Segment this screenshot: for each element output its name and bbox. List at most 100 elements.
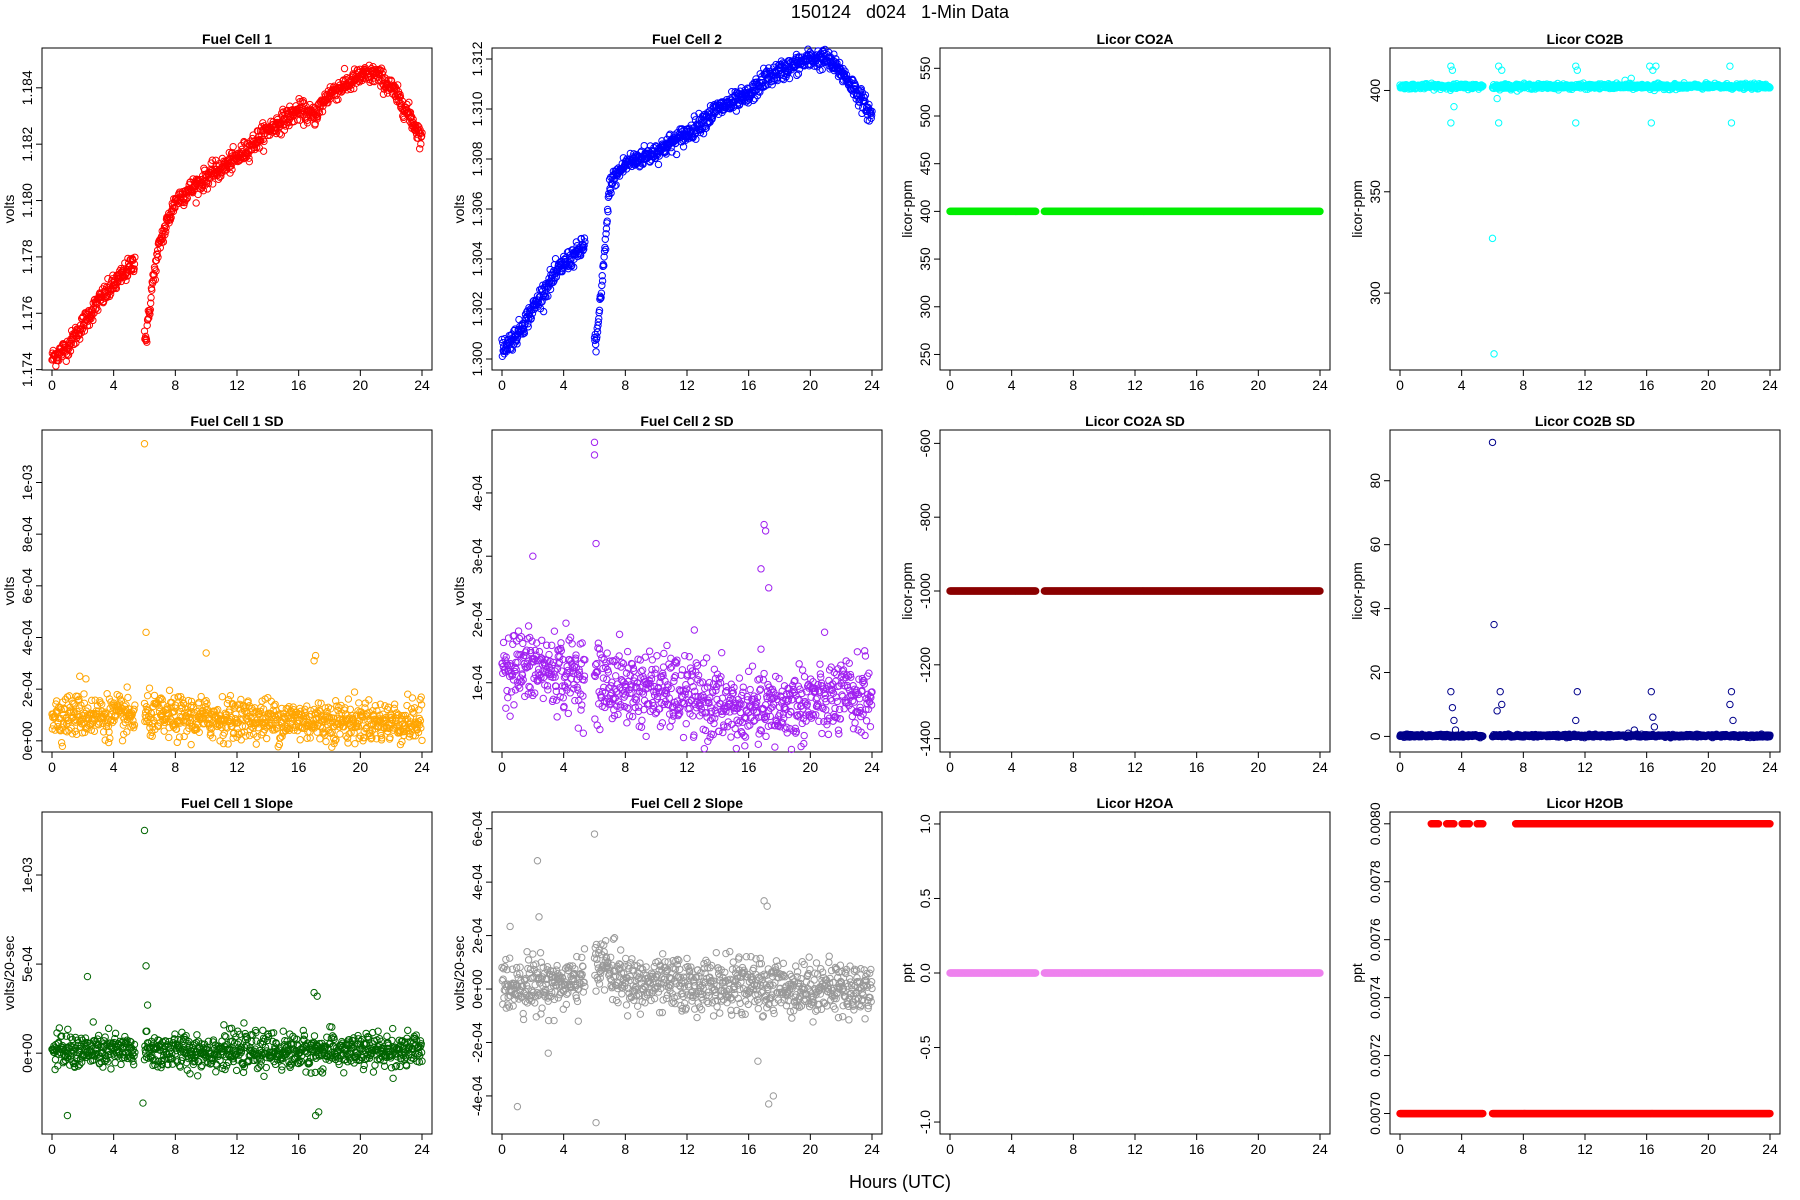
x-tick-label: 4 (1008, 377, 1016, 393)
y-tick-label: 1e-04 (469, 665, 485, 701)
data-point (72, 339, 80, 347)
y-axis-label: volts (1, 195, 17, 224)
data-point (246, 731, 254, 740)
data-point (147, 293, 155, 302)
data-point (87, 315, 95, 323)
y-tick-label: 0e+00 (19, 721, 35, 761)
y-tick-label: 250 (917, 343, 933, 367)
data-point (151, 276, 159, 284)
series-points (498, 45, 876, 360)
data-point (1450, 102, 1458, 111)
panel-title: Fuel Cell 2 (652, 31, 722, 47)
data-point (70, 340, 78, 349)
data-point (143, 338, 151, 346)
data-point (123, 272, 132, 280)
data-point (187, 740, 195, 749)
data-point (663, 641, 671, 650)
data-point (564, 709, 572, 718)
y-tick-label: 6e-04 (19, 568, 35, 604)
y-tick-label: 4e-04 (19, 619, 35, 655)
y-tick-label: 8e-04 (19, 516, 35, 552)
data-point (653, 652, 661, 660)
x-tick-label: 20 (353, 377, 369, 393)
y-tick-label: 1.184 (19, 70, 35, 105)
data-point (611, 672, 620, 680)
y-tick-label: 1.180 (19, 183, 35, 218)
y-tick-label: 400 (1367, 79, 1383, 103)
data-point (140, 440, 149, 448)
x-tick-label: 0 (1396, 377, 1404, 393)
data-point (224, 740, 232, 748)
x-tick-label: 8 (171, 759, 179, 775)
data-point (122, 276, 130, 285)
x-tick-label: 12 (229, 377, 245, 393)
y-axis-label: licor-ppm (899, 180, 915, 238)
data-point (58, 742, 67, 751)
data-point (131, 253, 139, 262)
data-point (145, 684, 154, 692)
data-point (118, 737, 127, 745)
y-tick-label: 300 (1367, 281, 1383, 305)
data-point (642, 732, 650, 741)
x-tick-label: 0 (946, 377, 954, 393)
panel-title: Fuel Cell 1 SD (190, 413, 283, 429)
x-tick-label: 24 (1312, 377, 1328, 393)
plot-frame (1389, 47, 1781, 371)
y-tick-label: 300 (917, 295, 933, 319)
x-tick-label: 20 (353, 759, 369, 775)
panel-title: Fuel Cell 1 (202, 31, 272, 47)
data-point (66, 347, 75, 355)
x-tick-label: 20 (803, 759, 819, 775)
data-point (408, 694, 417, 702)
y-tick-label: 1.306 (469, 191, 485, 226)
data-point (229, 142, 237, 151)
data-point (793, 71, 801, 80)
y-tick-label: 1.310 (469, 91, 485, 126)
x-tick-label: 0 (498, 759, 506, 775)
plot-frame (41, 47, 433, 371)
x-tick-label: 4 (560, 377, 568, 393)
data-point (148, 286, 156, 294)
data-point (341, 710, 350, 719)
page-title: 150124 d024 1-Min Data (790, 2, 1010, 22)
data-point (192, 199, 200, 207)
y-tick-label: 550 (917, 56, 933, 80)
x-tick-label: 16 (1639, 377, 1655, 393)
x-tick-label: 24 (864, 377, 880, 393)
data-point (550, 627, 559, 635)
y-tick-label: 3e-04 (469, 538, 485, 574)
x-tick-label: 4 (560, 759, 568, 775)
data-point (150, 271, 158, 279)
data-point (1448, 66, 1457, 74)
data-point (524, 622, 533, 630)
y-tick-label: 1.304 (469, 241, 485, 276)
data-point (537, 636, 546, 644)
data-point (130, 267, 138, 276)
data-point (94, 306, 102, 314)
data-point (322, 737, 330, 746)
x-tick-label: 4 (110, 759, 118, 775)
data-point (80, 327, 89, 335)
data-point (145, 314, 153, 322)
data-point (89, 316, 97, 325)
x-tick-label: 4 (110, 377, 118, 393)
x-tick-label: 12 (679, 377, 695, 393)
data-point (598, 281, 606, 290)
y-tick-label: 1.302 (469, 291, 485, 326)
data-point (654, 160, 663, 169)
data-point (1494, 119, 1503, 127)
data-point (512, 665, 520, 674)
x-tick-label: 24 (864, 759, 880, 775)
x-tick-label: 8 (1069, 377, 1077, 393)
data-point (202, 649, 210, 657)
data-point (623, 647, 632, 656)
data-point (165, 733, 173, 742)
data-point (545, 650, 553, 659)
data-point (510, 701, 518, 709)
x-tick-label: 24 (1762, 377, 1778, 393)
data-point (418, 736, 426, 745)
data-point (262, 734, 271, 743)
data-point (1572, 119, 1580, 127)
y-tick-label: 450 (917, 152, 933, 176)
